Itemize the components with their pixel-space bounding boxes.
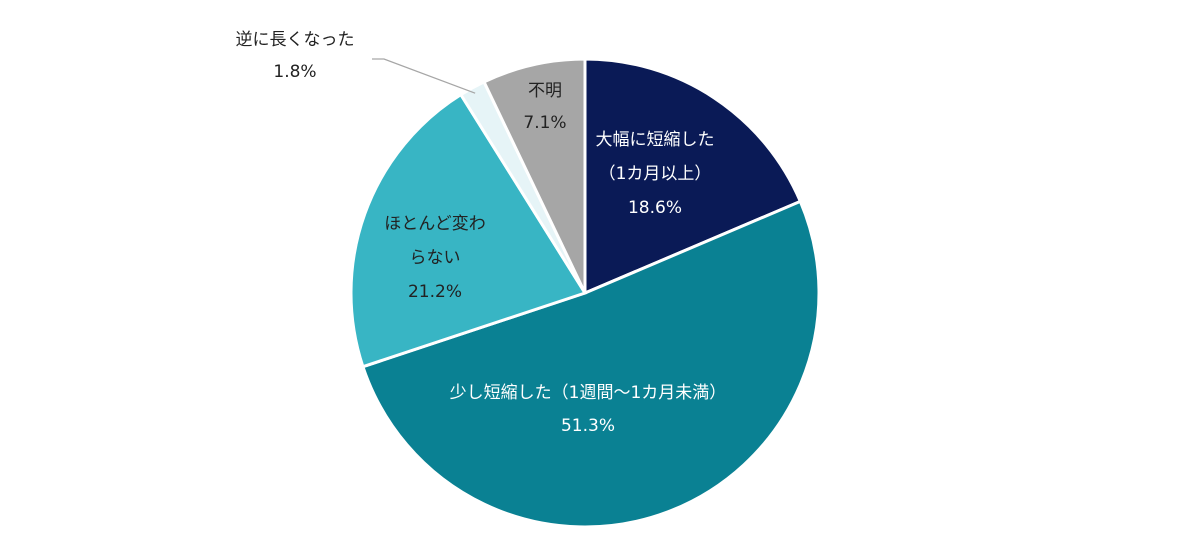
category-label-large-reduction: 大幅に短縮した [596, 130, 715, 150]
category-label-longer: 逆に長くなった [236, 30, 355, 50]
category-label-large-reduction: （1カ月以上） [599, 164, 712, 184]
pie-slices [349, 57, 821, 529]
leader-lines [372, 58, 476, 94]
value-label-unknown: 7.1% [523, 113, 566, 133]
value-label-slight-reduction: 51.3% [561, 416, 615, 436]
pie-slice-slight-reduction [361, 199, 821, 529]
pie-slice-large-reduction [583, 57, 803, 296]
value-label-no-change: 21.2% [408, 282, 462, 302]
value-label-longer: 1.8% [273, 62, 316, 82]
pie-slice-no-change [349, 92, 588, 369]
slice-labels: 大幅に短縮した （1カ月以上） 18.6% 少し短縮した（1週間〜1カ月未満） 51.3… [236, 30, 727, 436]
category-label-no-change: らない [410, 248, 461, 268]
value-label-large-reduction: 18.6% [628, 198, 682, 218]
category-label-slight-reduction: 少し短縮した（1週間〜1カ月未満） [450, 383, 727, 403]
category-label-unknown: 不明 [528, 81, 562, 101]
category-label-no-change: ほとんど変わ [384, 214, 486, 234]
pie-slice-unknown [482, 57, 587, 294]
leader-line-longer [372, 58, 476, 94]
